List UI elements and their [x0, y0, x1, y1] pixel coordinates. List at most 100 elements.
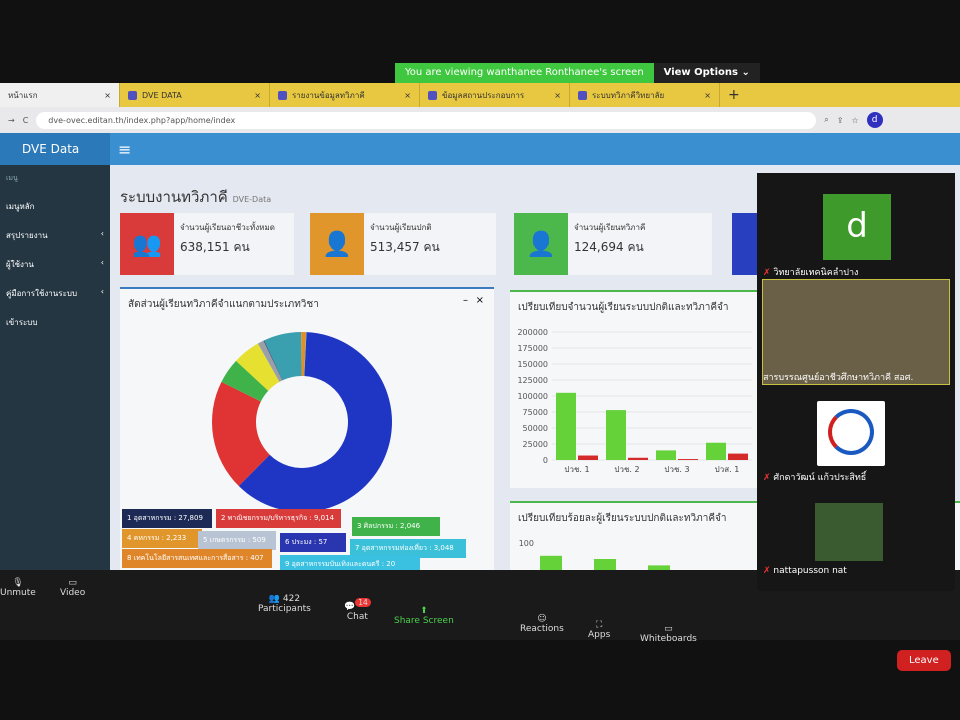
donut-slice[interactable]: [263, 340, 283, 381]
page-icon: [128, 90, 137, 100]
participant-panel: d ✗ วิทยาลัยเทคนิคลำปาง สารบรรณศูนย์อาชี…: [757, 173, 955, 591]
bar[interactable]: [678, 459, 698, 460]
legend-item[interactable]: 4 คหกรรม : 2,233: [122, 529, 202, 548]
close-icon[interactable]: ×: [475, 295, 484, 306]
sidebar-item-report[interactable]: สรุปรายงาน ‹: [6, 229, 104, 240]
video-button[interactable]: ▭ Video: [60, 578, 86, 598]
chat-icon: 💬: [344, 602, 356, 612]
viewing-label: You are viewing wanthanee Ronthanee's sc…: [395, 63, 654, 83]
page-icon: [278, 90, 287, 100]
close-icon[interactable]: ×: [104, 90, 111, 100]
bar-chart: 0 25000 50000 75000 100000 125000 150000 175000…: [517, 328, 752, 474]
tab-dve-data[interactable]: DVE DATA ×: [120, 83, 270, 107]
user-icon: 👤: [310, 213, 364, 275]
sidebar-item-users[interactable]: ผู้ใช้งาน ‹: [6, 258, 104, 269]
x-tick-label: ปวช. 3: [664, 465, 689, 474]
y-tick-label: 75000: [523, 408, 548, 417]
chevron-left-icon: ‹: [100, 258, 104, 267]
legend-item[interactable]: 2 พาณิชยกรรม/บริหารธุรกิจ : 9,014: [216, 509, 341, 528]
leave-button[interactable]: Leave: [897, 650, 951, 671]
y-tick-label: 125000: [517, 376, 548, 385]
donut-slice[interactable]: [235, 343, 280, 391]
new-tab-button[interactable]: +: [728, 87, 740, 103]
bar[interactable]: [656, 450, 676, 460]
chat-badge: 14: [355, 598, 371, 607]
legend-item[interactable]: 5 เกษตรกรรม : 509: [198, 531, 276, 550]
donut-slice[interactable]: [301, 332, 307, 377]
close-icon[interactable]: ×: [704, 90, 711, 100]
donut-slice[interactable]: [304, 332, 307, 377]
bar-panel: เปรียบเทียบจำนวนผู้เรียนระบบปกติและทวิภา…: [510, 290, 760, 488]
donut-slice[interactable]: [257, 340, 283, 382]
bar[interactable]: [628, 457, 648, 460]
donut-slice[interactable]: [221, 360, 269, 402]
star-icon[interactable]: ☆: [851, 115, 859, 125]
app-header: DVE Data ≡: [0, 133, 960, 165]
mic-muted-icon: ✗: [763, 566, 771, 576]
close-icon[interactable]: ×: [254, 90, 261, 100]
y-tick-label: 25000: [523, 440, 548, 449]
chevron-left-icon: ‹: [100, 287, 104, 296]
donut-slice[interactable]: [212, 381, 270, 487]
share-screen-button[interactable]: ⬆ Share Screen: [394, 606, 454, 626]
donut-slice[interactable]: [264, 332, 302, 381]
sidebar-item-manual[interactable]: คู่มือการใช้งานระบบ ‹: [6, 287, 104, 298]
legend-item[interactable]: 7 อุตสาหกรรมท่องเที่ยว : 3,048: [350, 539, 466, 558]
page-icon: [578, 90, 587, 100]
bar[interactable]: [556, 392, 576, 460]
search-icon[interactable]: ⌕: [824, 115, 829, 124]
tab-college[interactable]: ระบบทวิภาคีวิทยาลัย ×: [570, 83, 720, 107]
bar-title: เปรียบเทียบจำนวนผู้เรียนระบบปกติและทวิภา…: [518, 302, 729, 313]
address-bar: → C dve-ovec.editan.th/index.php?app/home…: [0, 107, 960, 133]
menu-icon[interactable]: ≡: [118, 139, 132, 159]
apps-button[interactable]: ⛶ Apps: [588, 620, 611, 640]
tab-home[interactable]: หน้าแรก ×: [0, 83, 120, 107]
legend-item[interactable]: 8 เทคโนโลยีสารสนเทศและการสื่อสาร : 407: [122, 549, 272, 568]
chat-button[interactable]: 💬 14 Chat: [344, 598, 371, 622]
y-tick-label: 0: [543, 456, 548, 465]
legend-item[interactable]: 9 อุตสาหกรรมบันเทิงและดนตรี : 20: [280, 555, 420, 574]
reload-icon[interactable]: C: [22, 115, 29, 125]
brand[interactable]: DVE Data: [0, 133, 110, 165]
bar[interactable]: [578, 455, 598, 460]
user-icon: 👤: [514, 213, 568, 275]
profile-avatar[interactable]: d: [866, 112, 883, 128]
bar[interactable]: [728, 453, 748, 460]
mic-muted-icon: ✗: [763, 268, 771, 278]
y-tick-label: 100000: [517, 392, 548, 401]
y-tick-label: 50000: [523, 424, 548, 433]
url-input[interactable]: dve-ovec.editan.th/index.php?app/home/in…: [36, 111, 817, 129]
donut-slice[interactable]: [238, 332, 392, 512]
legend-item[interactable]: 6 ประมง : 57: [280, 533, 346, 552]
share-icon[interactable]: ⇪: [836, 115, 844, 125]
share-icon: ⬆: [420, 606, 428, 616]
sidebar-item-main[interactable]: เมนูหลัก: [6, 202, 35, 211]
whiteboards-button[interactable]: ▭ Whiteboards: [640, 624, 697, 644]
reactions-button[interactable]: ☺ Reactions: [520, 614, 564, 634]
tab-report[interactable]: รายงานข้อมูลทวิภาคี ×: [270, 83, 420, 107]
x-tick-label: ปวช. 1: [564, 465, 589, 474]
x-tick-label: ปวช. 2: [614, 465, 639, 474]
minimize-icon[interactable]: –: [463, 295, 468, 306]
view-options-button[interactable]: View Options ⌄: [653, 63, 760, 83]
y-tick-label: 175000: [517, 344, 548, 353]
share-banner: You are viewing wanthanee Ronthanee's sc…: [395, 63, 760, 83]
page-title: ระบบงานทวิภาคี DVE-Data: [120, 188, 272, 206]
tab-company[interactable]: ข้อมูลสถานประกอบการ ×: [420, 83, 570, 107]
bar[interactable]: [706, 442, 726, 460]
close-icon[interactable]: ×: [554, 90, 561, 100]
close-icon[interactable]: ×: [404, 90, 411, 100]
legend-item[interactable]: 3 ศิลปกรรม : 2,046: [352, 517, 440, 536]
forward-icon[interactable]: →: [8, 115, 15, 125]
y-tick-label: 200000: [517, 328, 548, 337]
reactions-icon: ☺: [537, 614, 547, 624]
unmute-button[interactable]: 🎙 Unmute: [0, 578, 36, 598]
donut-chart: [212, 332, 392, 512]
sidebar-header: เมนู: [6, 174, 18, 182]
participants-button[interactable]: 👥 422 Participants: [258, 594, 311, 614]
stat-card-normal: 👤 จำนวนผู้เรียนปกติ 513,457 คน: [310, 213, 496, 275]
sidebar-item-login[interactable]: เข้าระบบ: [6, 318, 38, 327]
bar[interactable]: [606, 410, 626, 460]
legend-item[interactable]: 1 อุตสาหกรรม : 27,809: [122, 509, 212, 528]
participant-name: ✗ ศักดาวัฒน์ แก้วประสิทธิ์: [763, 473, 867, 483]
